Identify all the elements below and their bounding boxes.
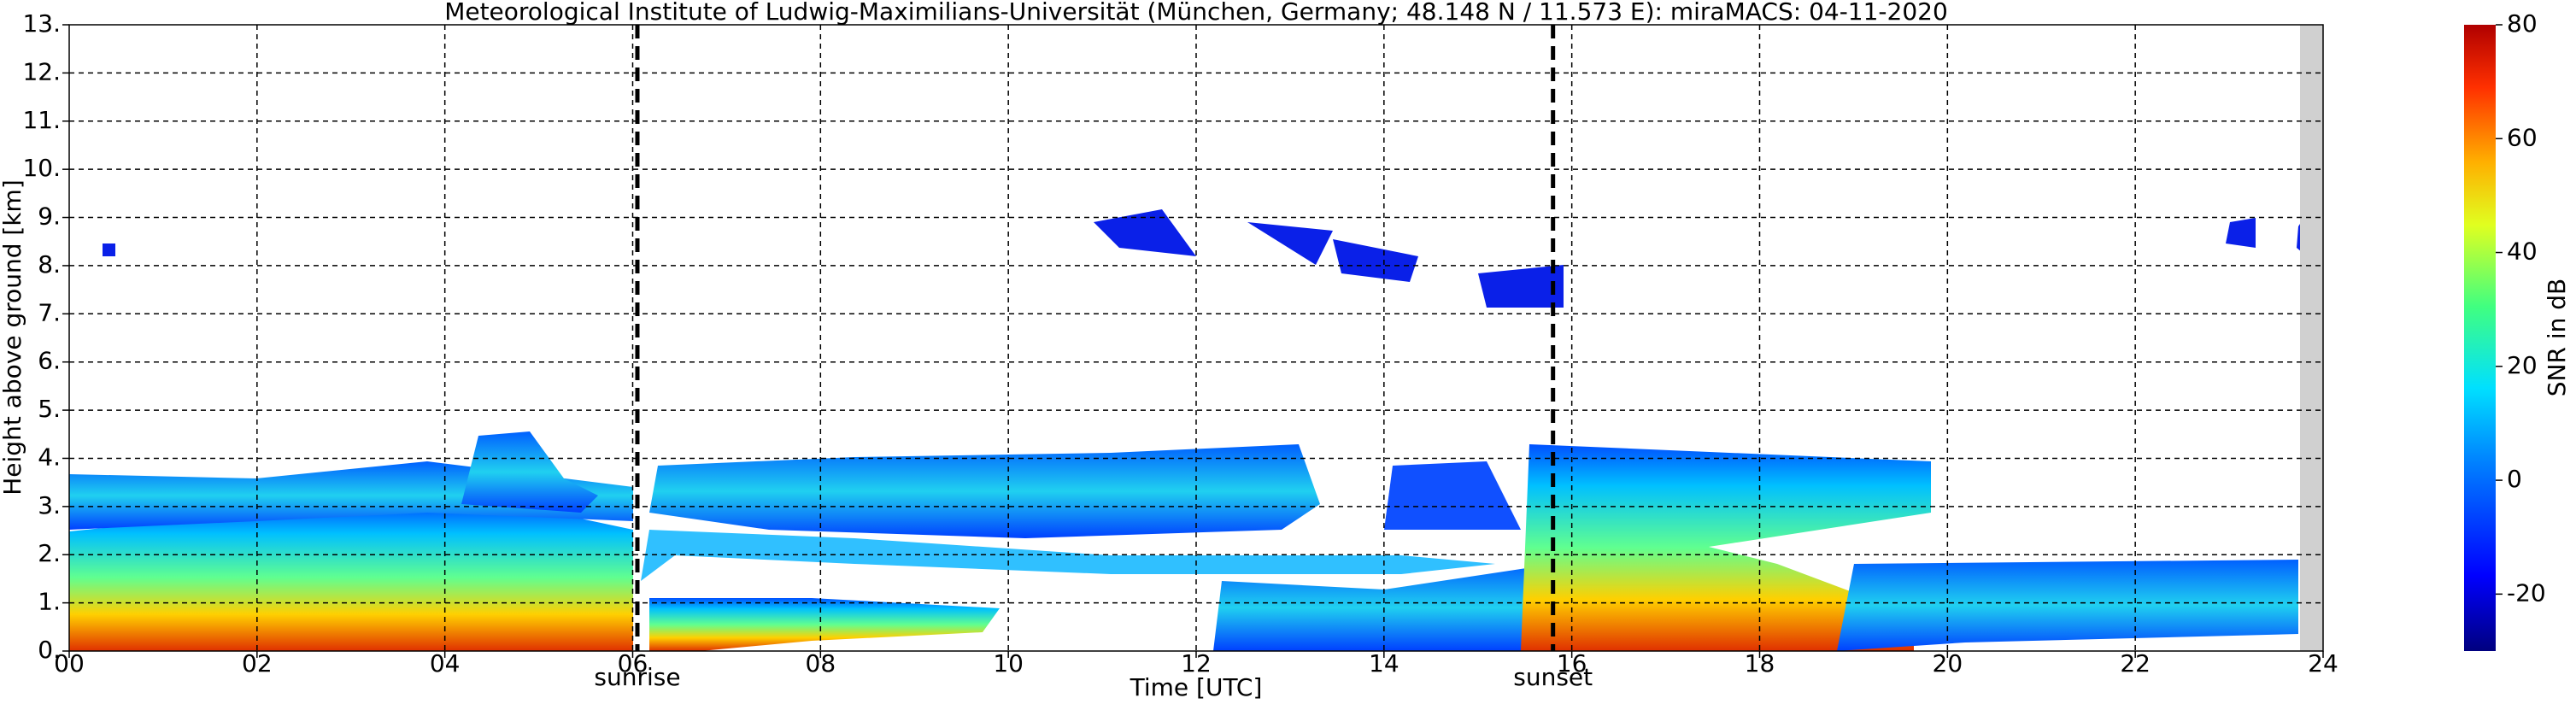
y-tick-label: 7. <box>38 298 61 326</box>
y-tick-label: 0. <box>38 636 61 664</box>
x-axis-label: Time [UTC] <box>1130 673 1263 701</box>
y-tick-label: 10. <box>22 154 61 182</box>
x-tick-label: 16 <box>1557 649 1587 678</box>
colorbar-tick-label: 40 <box>2507 238 2538 266</box>
x-tick-label: 06 <box>618 649 648 678</box>
colorbar-label: SNR in dB <box>2543 279 2571 396</box>
x-tick-label: 20 <box>1933 649 1963 678</box>
y-tick-label: 4. <box>38 443 61 471</box>
x-tick-label: 14 <box>1369 649 1399 678</box>
x-tick-label: 18 <box>1745 649 1775 678</box>
y-tick-label: 1. <box>38 588 61 616</box>
y-axis-label: Height above ground [km] <box>0 179 26 496</box>
no-data <box>2300 25 2323 651</box>
y-tick-label: 9. <box>38 202 61 231</box>
chart-title: Meteorological Institute of Ludwig-Maxim… <box>444 0 1948 26</box>
x-tick-label: 24 <box>2308 649 2338 678</box>
y-tick-label: 11. <box>22 106 61 134</box>
x-tick-label: 04 <box>430 649 461 678</box>
y-tick-label: 6. <box>38 347 61 375</box>
x-tick-label: 22 <box>2120 649 2151 678</box>
x-tick-label: 08 <box>806 649 836 678</box>
y-tick-label: 3. <box>38 491 61 519</box>
y-tick-label: 2. <box>38 539 61 567</box>
annotation-label: sunset <box>1513 663 1593 691</box>
colorbar-tick-label: 0 <box>2507 465 2522 493</box>
colorbar-tick-label: 80 <box>2507 9 2538 38</box>
colorbar-tick-label: 60 <box>2507 123 2538 151</box>
x-tick-label: 00 <box>54 649 85 678</box>
x-tick-label: 02 <box>242 649 273 678</box>
y-tick-label: 5. <box>38 395 61 423</box>
x-tick-label: 12 <box>1181 649 1212 678</box>
y-tick-label: 13. <box>22 9 61 38</box>
colorbar-tick-label: 20 <box>2507 351 2538 379</box>
y-tick-label: 12. <box>22 57 61 85</box>
colorbar-tick-label: -20 <box>2507 578 2546 607</box>
annotation-label: sunrise <box>594 663 680 691</box>
x-tick-label: 10 <box>993 649 1024 678</box>
colorbar <box>2464 25 2496 651</box>
radar-echo <box>69 209 2307 651</box>
y-tick-label: 8. <box>38 250 61 279</box>
